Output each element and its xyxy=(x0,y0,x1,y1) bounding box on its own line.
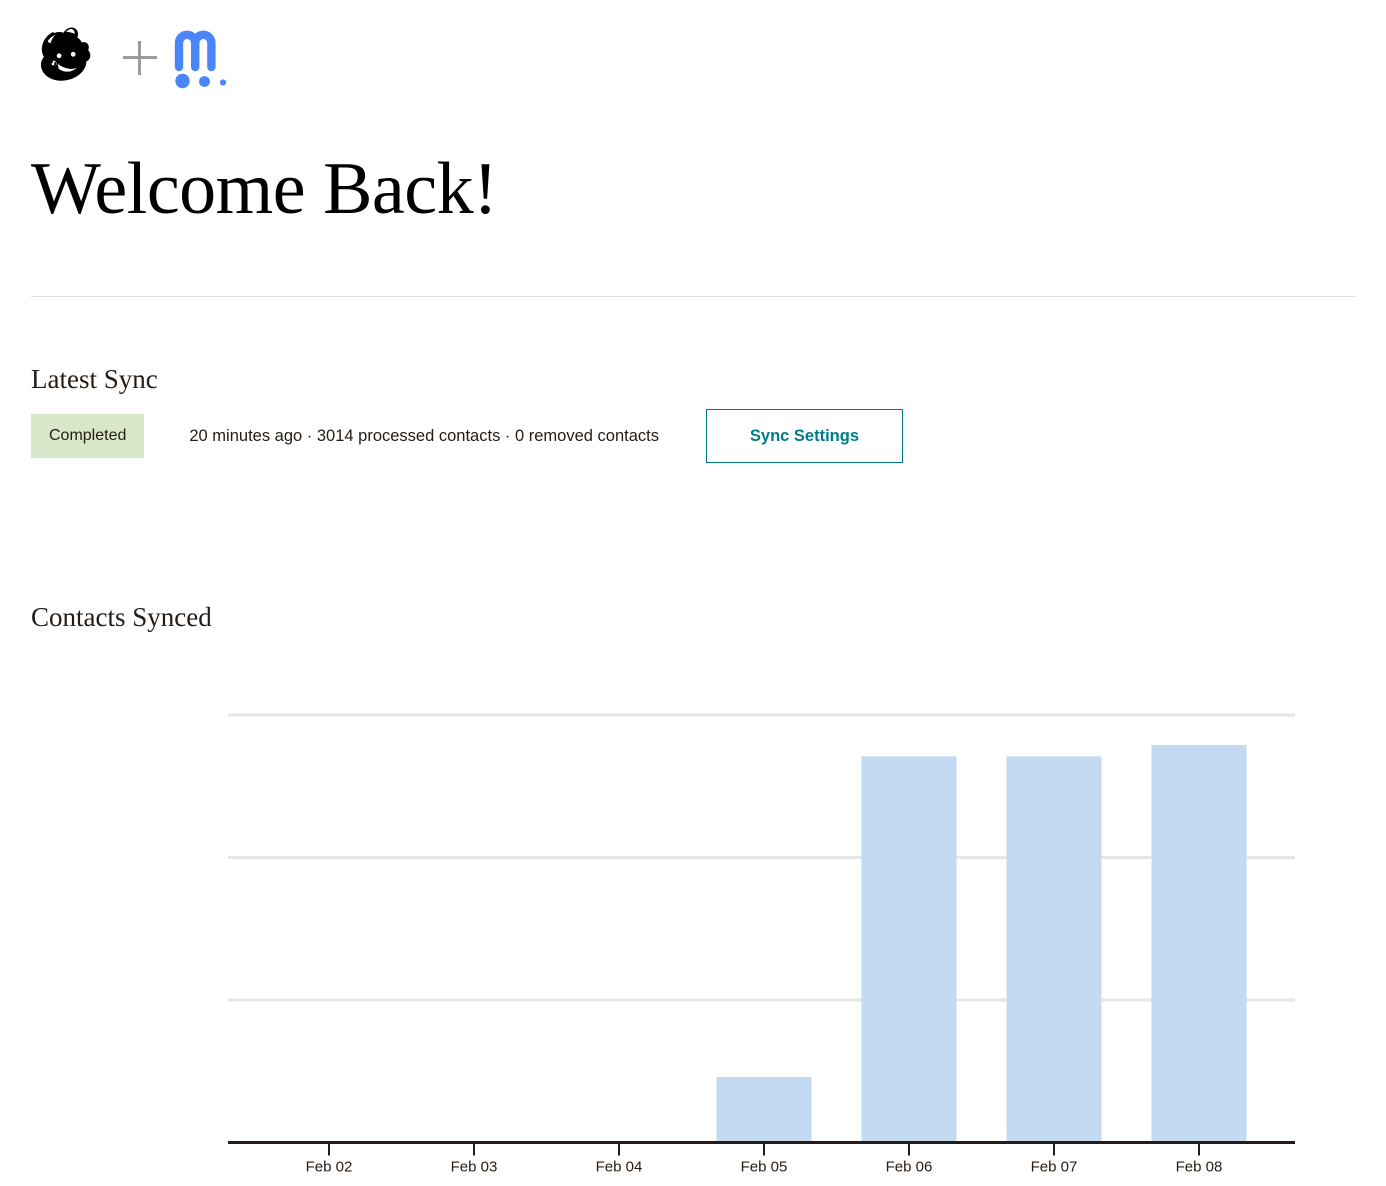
chart-x-tick-label: Feb 08 xyxy=(1176,1159,1223,1176)
chart-x-tick-label: Feb 02 xyxy=(306,1159,353,1176)
chart-gridlines xyxy=(228,713,1295,1002)
chart-bar[interactable] xyxy=(861,756,957,1143)
chart-bar[interactable] xyxy=(1151,744,1247,1143)
m-logo xyxy=(174,30,227,89)
chart-bar[interactable] xyxy=(1006,756,1102,1143)
chart-x-tick-labels: Feb 02 Feb 03 Feb 04 Feb 05 Feb 06 Feb 07 Feb … xyxy=(306,1159,1223,1176)
contacts-synced-heading: Contacts Synced xyxy=(31,602,212,632)
chart-bar[interactable] xyxy=(716,1076,812,1143)
chart-x-tick-label: Feb 03 xyxy=(451,1159,498,1176)
chart-x-tick-label: Feb 04 xyxy=(596,1159,643,1176)
page-title: Welcome Back! xyxy=(31,148,498,230)
plus-icon xyxy=(123,41,157,75)
mailchimp-logo xyxy=(40,27,91,81)
header-divider xyxy=(31,296,1355,297)
chart-x-tick-label: Feb 05 xyxy=(741,1159,788,1176)
brand-logo-bar xyxy=(31,18,243,98)
chart-x-ticks xyxy=(328,1144,1200,1156)
sync-settings-button[interactable]: Sync Settings xyxy=(705,409,903,463)
chart-x-tick-label: Feb 06 xyxy=(886,1159,933,1176)
status-badge: Completed xyxy=(31,414,145,458)
sync-summary-text: 20 minutes ago · 3014 processed contacts… xyxy=(189,426,659,445)
chart-x-tick-label: Feb 07 xyxy=(1031,1159,1078,1176)
latest-sync-row: Completed 20 minutes ago · 3014 processe… xyxy=(31,409,903,463)
latest-sync-heading: Latest Sync xyxy=(31,364,158,394)
chart-bars xyxy=(716,744,1247,1143)
